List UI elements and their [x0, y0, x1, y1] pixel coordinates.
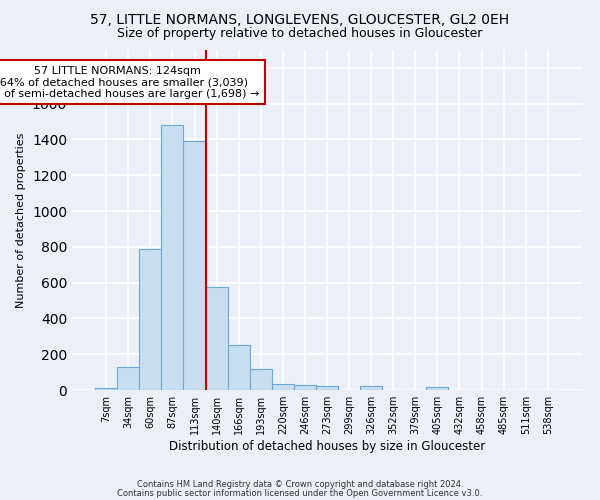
Bar [184, 142, 206, 390]
Text: 57, LITTLE NORMANS, LONGLEVENS, GLOUCESTER, GL2 0EH: 57, LITTLE NORMANS, LONGLEVENS, GLOUCEST… [91, 12, 509, 26]
Bar [95, 388, 117, 390]
Bar [206, 287, 227, 390]
Bar [117, 366, 139, 390]
Bar [272, 384, 294, 390]
Text: Contains public sector information licensed under the Open Government Licence v3: Contains public sector information licen… [118, 488, 482, 498]
X-axis label: Distribution of detached houses by size in Gloucester: Distribution of detached houses by size … [169, 440, 485, 453]
Bar [360, 386, 382, 390]
Bar [139, 248, 161, 390]
Bar [316, 386, 338, 390]
Text: 57 LITTLE NORMANS: 124sqm
← 64% of detached houses are smaller (3,039)
36% of se: 57 LITTLE NORMANS: 124sqm ← 64% of detac… [0, 66, 259, 99]
Bar [227, 346, 250, 390]
Text: Size of property relative to detached houses in Gloucester: Size of property relative to detached ho… [118, 28, 482, 40]
Text: Contains HM Land Registry data © Crown copyright and database right 2024.: Contains HM Land Registry data © Crown c… [137, 480, 463, 489]
Bar [427, 388, 448, 390]
Bar [161, 125, 184, 390]
Y-axis label: Number of detached properties: Number of detached properties [16, 132, 26, 308]
Bar [250, 368, 272, 390]
Bar [294, 385, 316, 390]
